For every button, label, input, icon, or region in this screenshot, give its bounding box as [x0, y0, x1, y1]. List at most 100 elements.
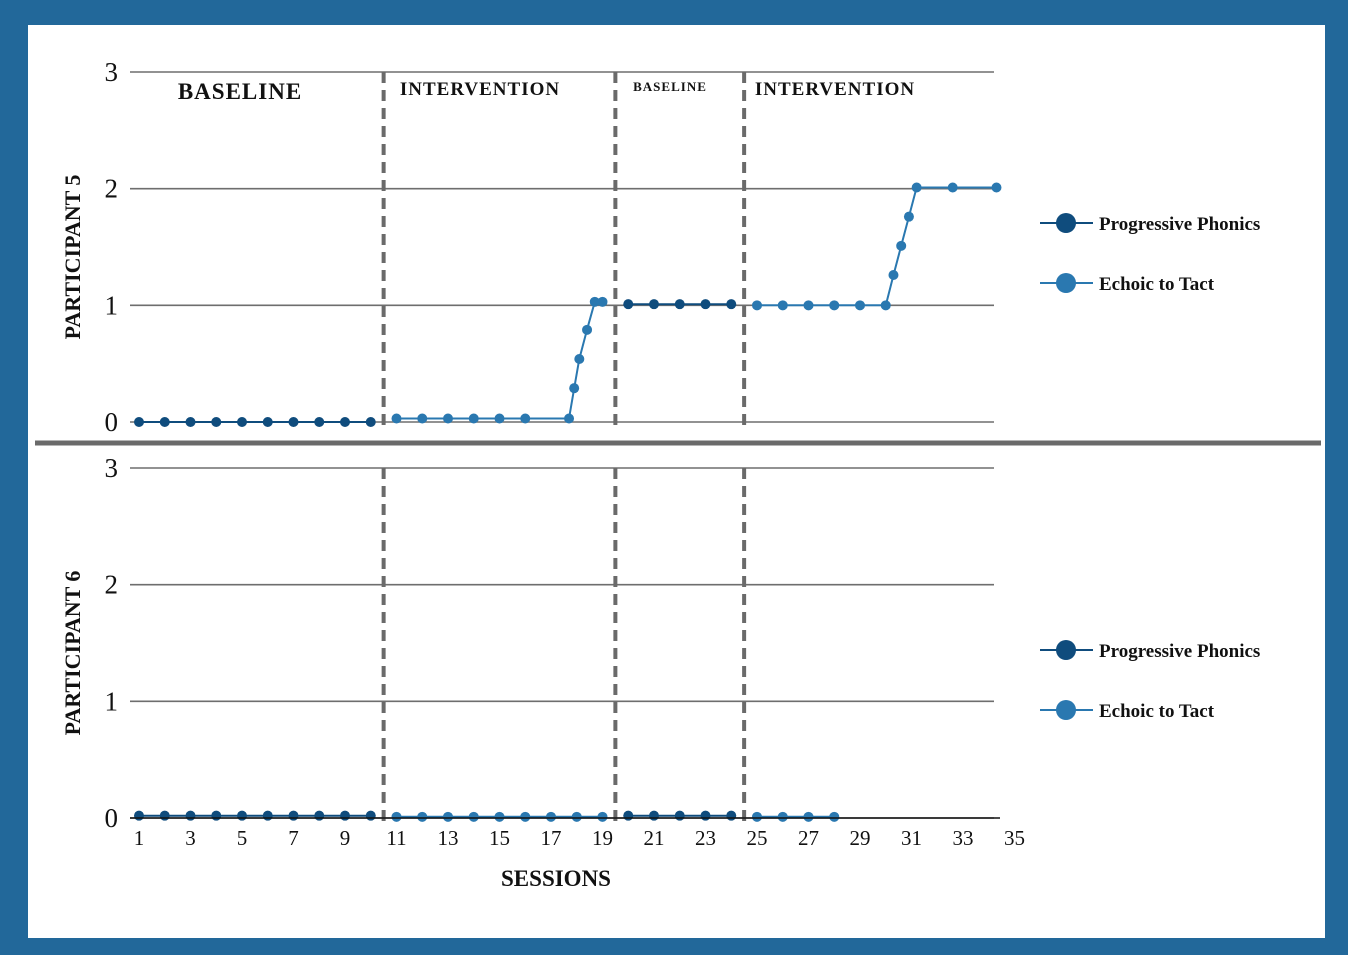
data-point [597, 811, 608, 822]
data-point [211, 810, 222, 821]
data-point [649, 810, 659, 821]
data-point [903, 211, 914, 222]
data-point [237, 810, 247, 821]
data-point [597, 296, 608, 307]
data-point [752, 300, 762, 311]
x-axis-title: SESSIONS [501, 866, 611, 891]
x-tick-label: 23 [695, 826, 716, 850]
data-point [417, 811, 428, 822]
data-point [520, 413, 531, 424]
data-point [571, 811, 582, 822]
data-point [159, 417, 170, 427]
x-tick-label: 21 [644, 826, 665, 850]
phase-label: BASELINE [178, 79, 302, 104]
data-point [589, 296, 600, 307]
legend-label: Echoic to Tact [1099, 274, 1215, 295]
y-tick-label: 3 [105, 57, 119, 87]
data-point [880, 300, 891, 311]
x-tick-label: 3 [185, 826, 196, 850]
data-point [564, 413, 575, 424]
data-point [468, 413, 479, 424]
y-tick-label: 0 [105, 407, 119, 437]
data-point [888, 270, 899, 280]
data-point [185, 417, 196, 427]
data-point [340, 810, 350, 821]
data-point [991, 182, 1002, 193]
legend-label: Progressive Phonics [1099, 641, 1260, 662]
data-point [623, 299, 634, 310]
chart-panel [28, 25, 1325, 938]
participant-5-panel: 0 1 2 3 PARTICIPANT 5 Progressive Phonics Echo… [35, 57, 1321, 446]
data-point [494, 811, 505, 822]
data-point [237, 417, 247, 427]
data-point [546, 811, 556, 822]
legend-marker [1056, 273, 1076, 293]
data-point [159, 810, 170, 821]
data-point [649, 299, 659, 310]
legend-label: Echoic to Tact [1099, 701, 1215, 722]
data-point [520, 811, 531, 822]
legend-label: Progressive Phonics [1099, 214, 1260, 235]
x-tick-label: 27 [798, 826, 819, 850]
data-point [569, 383, 580, 394]
x-tick-label: 9 [340, 826, 351, 850]
data-point [803, 300, 814, 311]
data-point [185, 810, 196, 821]
y-tick-label: 0 [105, 803, 119, 833]
x-tick-label: 33 [953, 826, 974, 850]
data-point [574, 354, 585, 364]
x-tick-label: 25 [747, 826, 768, 850]
x-tick-label: 1 [134, 826, 145, 850]
data-point [911, 182, 922, 193]
x-tick-label: 13 [438, 826, 459, 850]
x-tick-label: 19 [592, 826, 613, 850]
data-point [777, 300, 788, 311]
data-point [365, 810, 376, 821]
data-point [288, 417, 299, 427]
data-point [752, 811, 762, 822]
data-point [211, 417, 222, 427]
data-point [674, 299, 685, 310]
data-point [896, 240, 907, 251]
participant-label: PARTICIPANT 5 [60, 175, 85, 340]
series-line [757, 186, 997, 307]
phase-label: INTERVENTION [400, 79, 560, 100]
data-point [262, 417, 273, 427]
data-point [623, 810, 634, 821]
x-tick-label: 31 [901, 826, 922, 850]
data-point [700, 299, 711, 310]
x-tick-label: 15 [489, 826, 510, 850]
phase-label: INTERVENTION [755, 79, 915, 100]
data-point [443, 811, 453, 822]
data-point [391, 413, 402, 424]
data-point [803, 811, 814, 822]
data-point [494, 413, 505, 424]
data-point [134, 810, 144, 821]
y-tick-label: 2 [105, 174, 119, 204]
participant-label: PARTICIPANT 6 [60, 571, 85, 736]
x-tick-label: 35 [1004, 826, 1025, 850]
y-tick-label: 3 [105, 453, 119, 483]
data-point [674, 810, 685, 821]
legend-marker [1056, 213, 1076, 233]
data-point [314, 417, 325, 427]
data-point [340, 417, 350, 427]
data-point [262, 810, 273, 821]
data-point [582, 324, 593, 335]
data-point [314, 810, 325, 821]
data-point [829, 300, 840, 311]
data-point [726, 299, 737, 310]
data-point [777, 811, 788, 822]
data-point [365, 417, 376, 427]
x-tick-label: 17 [541, 826, 562, 850]
y-tick-label: 1 [105, 686, 119, 716]
x-tick-label: 7 [288, 826, 299, 850]
data-point [726, 810, 737, 821]
series-line [396, 300, 603, 420]
data-point [391, 811, 402, 822]
y-tick-label: 1 [105, 290, 119, 320]
x-tick-label: 29 [850, 826, 871, 850]
